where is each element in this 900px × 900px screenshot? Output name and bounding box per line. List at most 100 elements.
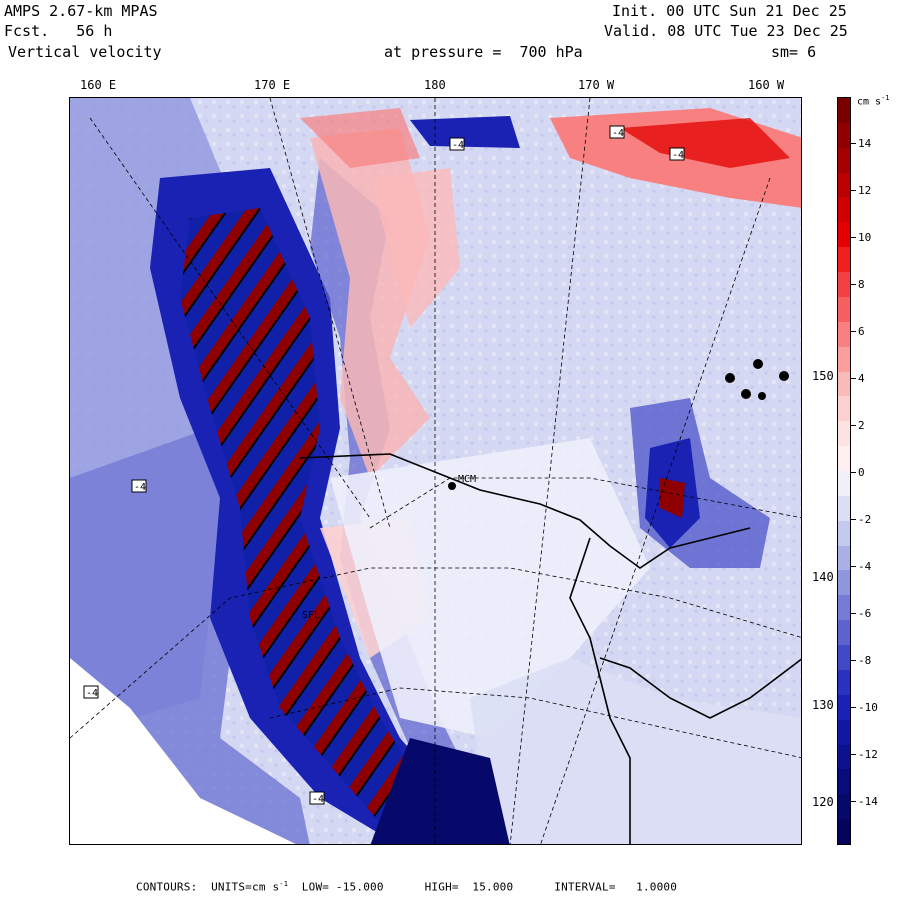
colorbar-segment <box>838 471 850 497</box>
colorbar-tick-mark <box>851 801 856 802</box>
colorbar-tick-mark <box>851 190 856 191</box>
contour-tag-3: -4 <box>134 482 146 493</box>
colorbar-segment <box>838 669 850 696</box>
colorbar-tick-label: -14 <box>858 795 878 808</box>
colorbar-segment <box>838 620 850 646</box>
colorbar-tick-mark <box>851 378 856 379</box>
ice-shelf-region <box>330 438 650 738</box>
colorbar-tick-mark <box>851 754 856 755</box>
lee-red-streaks-2 <box>370 168 460 328</box>
colorbar-segment <box>838 819 850 844</box>
contour-tag-5: -4 <box>312 794 324 805</box>
colorbar-segment <box>838 147 850 174</box>
station-mcm-dot <box>448 482 456 490</box>
colorbar-segment <box>838 545 850 572</box>
stations: MCM SFL <box>302 359 789 621</box>
colorbar-segment <box>838 247 850 273</box>
init-time: Init. 00 UTC Sun 21 Dec 25 <box>612 2 847 20</box>
colorbar-tick-label: 2 <box>858 419 865 432</box>
forecast-hour: Fcst. 56 h <box>4 22 113 40</box>
vertical-velocity-map: -4 -4 -4 -4 -4 -4 MCM SFL <box>69 97 802 845</box>
valid-time: Valid. 08 UTC Tue 23 Dec 25 <box>604 22 848 40</box>
colorbar-segment <box>838 769 850 795</box>
map-graphics: -4 -4 -4 -4 -4 -4 MCM SFL <box>70 98 801 844</box>
colorbar-tick-mark <box>851 660 856 661</box>
colorbar <box>837 97 851 845</box>
colorbar-segment <box>838 694 850 721</box>
colorbar-segment <box>838 371 850 397</box>
south-dark-blue <box>370 738 510 844</box>
footer-units-exp: -1 <box>279 880 289 888</box>
model-title: AMPS 2.67-km MPAS <box>4 2 158 20</box>
colorbar-segment <box>838 296 850 323</box>
colorbar-segment <box>838 520 850 547</box>
colorbar-segment <box>838 719 850 746</box>
colorbar-units: cm s-1 <box>857 94 890 107</box>
colorbar-segment <box>838 396 850 422</box>
smoothing: sm= 6 <box>771 43 817 61</box>
colorbar-tick-mark <box>851 472 856 473</box>
footer-low: LOW= -15.000 <box>301 880 384 894</box>
colorbar-segment <box>838 744 850 770</box>
colorbar-tick-label: -8 <box>858 654 872 667</box>
colorbar-segment <box>838 272 850 298</box>
contour-tags: -4 -4 -4 -4 -4 -4 <box>83 125 685 805</box>
colorbar-tick-label: -4 <box>858 560 872 573</box>
colorbar-tick-mark <box>851 237 856 238</box>
colorbar-segment <box>838 495 850 522</box>
southwest-mask <box>70 658 296 844</box>
colorbar-tick-label: -6 <box>858 607 872 620</box>
colorbar-segment <box>838 346 850 373</box>
pressure-level: at pressure = 700 hPa <box>384 43 583 61</box>
footer-high: HIGH= 15.000 <box>424 880 514 894</box>
coastline <box>299 453 801 844</box>
colorbar-segment <box>838 794 850 820</box>
footer-units: UNITS=cm s <box>211 880 280 894</box>
lon-label-160w: 160 W <box>748 78 785 92</box>
lon-label-170w: 170 W <box>578 78 615 92</box>
east-red-core <box>660 478 685 518</box>
contour-footer: CONTOURS: UNITS=cm s-1 LOW= -15.000 HIGH… <box>136 880 677 894</box>
colorbar-units-text: cm s <box>857 96 882 108</box>
colorbar-tick-mark <box>851 425 856 426</box>
colorbar-tick-label: -2 <box>858 513 872 526</box>
colorbar-tick-label: -12 <box>858 748 878 761</box>
colorbar-segment <box>838 570 850 596</box>
colorbar-tick-label: 10 <box>858 231 872 244</box>
station-mcm-label: MCM <box>458 474 476 485</box>
colorbar-tick-mark <box>851 613 856 614</box>
colorbar-tick-label: 4 <box>858 372 865 385</box>
colorbar-tick-label: 6 <box>858 325 865 338</box>
colorbar-tick-mark <box>851 143 856 144</box>
colorbar-segment <box>838 172 850 199</box>
lon-label-160e: 160 E <box>80 78 117 92</box>
colorbar-segment <box>838 446 850 472</box>
contour-tag-2: -4 <box>672 150 684 161</box>
contour-tag-6: -4 <box>452 140 464 151</box>
colorbar-tick-label: 14 <box>858 137 872 150</box>
footer-contours: CONTOURS: <box>136 880 198 894</box>
mountain-band-stripes <box>180 208 450 844</box>
footer-interval: INTERVAL= 1.0000 <box>554 880 678 894</box>
lon-label-170e: 170 E <box>254 78 291 92</box>
lon-label-180: 180 <box>424 78 446 92</box>
colorbar-tick-mark <box>851 707 856 708</box>
north-blue-streak <box>410 116 520 148</box>
colorbar-segment <box>838 122 850 149</box>
colorbar-tick-label: 0 <box>858 466 865 479</box>
field-name: Vertical velocity <box>8 43 162 61</box>
northeast-red-core <box>620 118 790 168</box>
colorbar-segment <box>838 222 850 248</box>
colorbar-units-exp: -1 <box>881 94 890 102</box>
colorbar-segment <box>838 197 850 223</box>
north-red-patch <box>300 108 420 168</box>
south-pale-region <box>470 658 801 844</box>
colorbar-tick-label: 12 <box>858 184 872 197</box>
colorbar-segment <box>838 98 850 124</box>
colorbar-segment <box>838 645 850 671</box>
colorbar-segment <box>838 421 850 447</box>
contour-tag-1: -4 <box>612 128 624 139</box>
colorbar-tick-mark <box>851 566 856 567</box>
colorbar-segment <box>838 595 850 621</box>
colorbar-tick-label: -10 <box>858 701 878 714</box>
